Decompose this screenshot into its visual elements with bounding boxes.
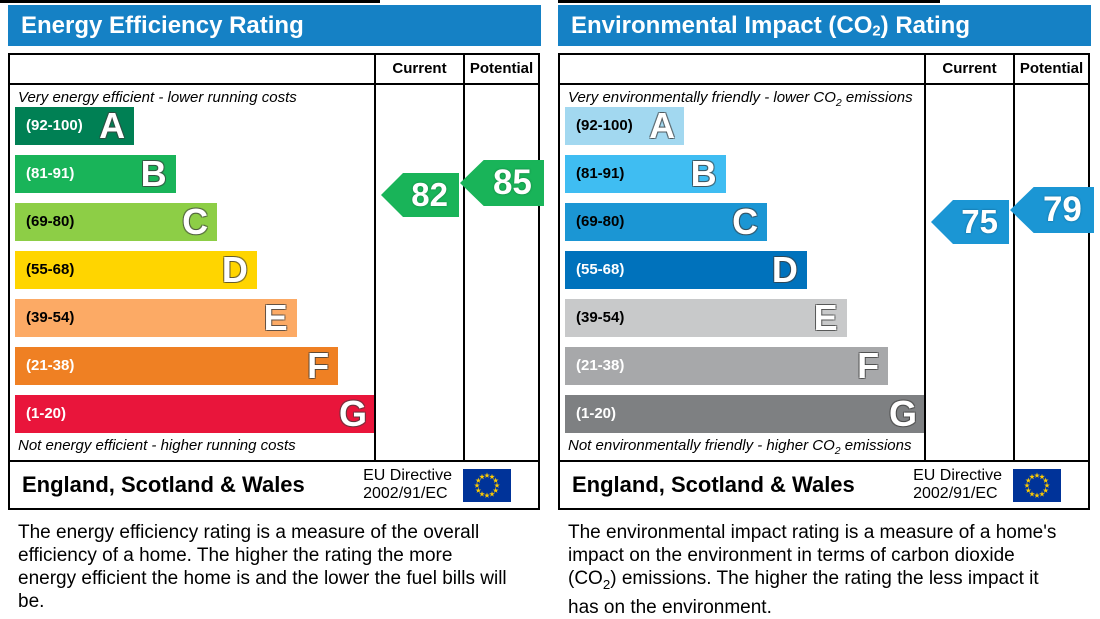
bottom-caption: Not energy efficient - higher running co…: [18, 437, 296, 454]
left-arrow-icon: [459, 160, 544, 206]
rating-band-b: (81-91) B: [15, 155, 176, 193]
band-range-label: (55-68): [576, 261, 625, 278]
left-arrow-icon: [1009, 187, 1094, 233]
rating-band-d: (55-68) D: [15, 251, 257, 289]
rating-band-g: (1-20) G: [565, 395, 926, 433]
rating-band-b: (81-91) B: [565, 155, 726, 193]
rating-band-a: (92-100) A: [565, 105, 685, 146]
rating-bands: (92-100) A (81-91) B (69-80) C (55-68) D: [565, 107, 926, 443]
chart-title-subscript: 2: [872, 23, 881, 40]
chart-title-bar: Energy Efficiency Rating: [8, 5, 541, 46]
rating-band-g: (1-20) G: [15, 395, 376, 433]
current-column-header: Current: [392, 60, 447, 77]
band-range-label: (39-54): [576, 309, 625, 326]
band-letter: F: [307, 345, 330, 386]
chart-title: Environmental Impact (CO: [571, 12, 873, 39]
band-letter: C: [732, 201, 759, 242]
eu-directive-label: EU Directive 2002/91/EC: [363, 466, 452, 502]
rating-band-c: (69-80) C: [15, 201, 218, 242]
potential-column: 85: [459, 55, 544, 460]
band-letter: B: [690, 153, 717, 194]
rating-table: Current Potential Very energy efficient …: [8, 53, 544, 510]
energy-efficiency-chart: Energy Efficiency Rating Current Potenti…: [0, 0, 544, 616]
potential-rating-value: 79: [1042, 190, 1082, 229]
top-caption: Very environmentally friendly - lower CO…: [568, 89, 913, 109]
potential-column: 79: [1009, 55, 1094, 460]
top-edge-strip: [558, 0, 940, 3]
current-rating-value: 82: [411, 176, 448, 213]
potential-rating-arrow: 79: [1009, 187, 1094, 233]
band-range-label: (21-38): [26, 357, 75, 374]
band-range-label: (21-38): [576, 357, 625, 374]
rating-band-f: (21-38) F: [565, 345, 889, 386]
band-range-label: (1-20): [26, 405, 67, 422]
band-range-label: (1-20): [576, 405, 617, 422]
band-range-label: (81-91): [26, 165, 75, 182]
band-range-label: (55-68): [26, 261, 75, 278]
rating-band-e: (39-54) E: [565, 299, 847, 337]
chart-description: The energy efficiency rating is a measur…: [18, 522, 507, 612]
table-header-row: Current Potential: [560, 55, 1088, 85]
rating-band-d: (55-68) D: [565, 251, 807, 289]
current-column-header: Current: [942, 60, 997, 77]
band-letter: A: [649, 105, 676, 146]
co2-impact-chart: Environmental Impact (CO2) Rating Curren…: [558, 0, 1094, 618]
left-arrow-icon: [380, 173, 459, 217]
band-range-label: (39-54): [26, 309, 75, 326]
rating-band-f: (21-38) F: [15, 345, 339, 386]
bands-area: Very environmentally friendly - lower CO…: [560, 85, 926, 460]
eu-flag-icon: [1013, 468, 1061, 502]
band-letter: B: [140, 153, 167, 194]
table-footer: England, Scotland & Wales EU Directive 2…: [10, 460, 538, 508]
top-edge-strip: [0, 0, 380, 3]
chart-description: The environmental impact rating is a mea…: [568, 522, 1057, 618]
band-letter: E: [263, 297, 288, 338]
band-letter: D: [771, 249, 798, 290]
current-column: 75: [924, 55, 1013, 460]
region-label: England, Scotland & Wales: [572, 472, 855, 497]
table-header-row: Current Potential: [10, 55, 538, 85]
band-letter: G: [338, 393, 367, 434]
rating-band-e: (39-54) E: [15, 299, 297, 337]
bottom-caption: Not environmentally friendly - higher CO…: [568, 437, 912, 457]
eu-directive-label: EU Directive 2002/91/EC: [913, 466, 1002, 502]
band-letter: D: [221, 249, 248, 290]
current-column: 82: [374, 55, 463, 460]
band-range-label: (69-80): [576, 213, 625, 230]
band-range-label: (92-100): [576, 117, 633, 134]
band-letter: F: [857, 345, 880, 386]
chart-title: Energy Efficiency Rating: [21, 12, 304, 39]
current-rating-value: 75: [961, 203, 998, 240]
band-range-label: (81-91): [576, 165, 625, 182]
top-caption: Very energy efficient - lower running co…: [18, 89, 297, 106]
potential-rating-value: 85: [492, 163, 532, 202]
band-letter: A: [99, 105, 126, 146]
table-footer: England, Scotland & Wales EU Directive 2…: [560, 460, 1088, 508]
band-letter: G: [888, 393, 917, 434]
bands-area: Very energy efficient - lower running co…: [10, 85, 376, 460]
rating-bands: (92-100) A (81-91) B (69-80) C (55-68) D: [15, 107, 376, 443]
rating-band-a: (92-100) A: [15, 105, 135, 146]
rating-band-c: (69-80) C: [565, 201, 768, 242]
chart-title-bar: Environmental Impact (CO2) Rating: [558, 5, 1091, 46]
region-label: England, Scotland & Wales: [22, 472, 305, 497]
potential-column-header: Potential: [469, 60, 534, 77]
band-letter: C: [182, 201, 209, 242]
potential-column-header: Potential: [1019, 60, 1084, 77]
band-letter: E: [813, 297, 838, 338]
rating-table: Current Potential Very environmentally f…: [558, 53, 1094, 510]
chart-title-end: ) Rating: [880, 12, 970, 39]
eu-flag-icon: [463, 468, 511, 502]
band-range-label: (69-80): [26, 213, 75, 230]
potential-rating-arrow: 85: [459, 160, 544, 206]
current-rating-arrow: 75: [930, 200, 1009, 244]
current-rating-arrow: 82: [380, 173, 459, 217]
left-arrow-icon: [930, 200, 1009, 244]
band-range-label: (92-100): [26, 117, 83, 134]
